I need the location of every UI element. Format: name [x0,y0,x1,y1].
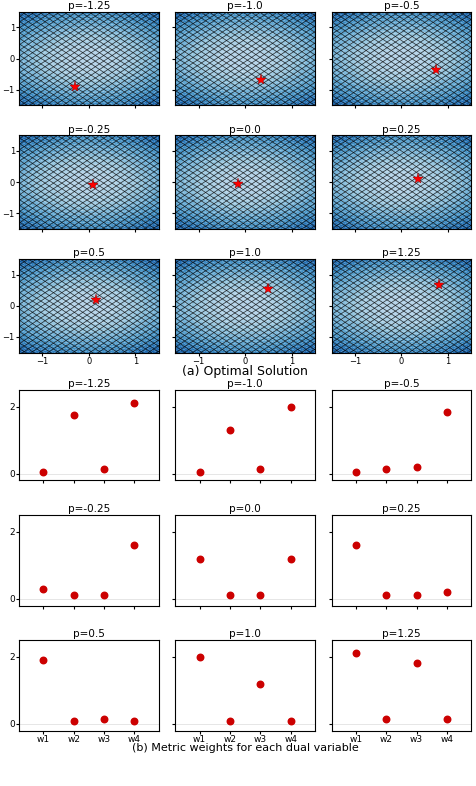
Point [226,590,234,602]
Title: p=0.0: p=0.0 [229,504,261,514]
Point [383,590,390,602]
Point [130,397,138,410]
Title: p=1.0: p=1.0 [229,248,261,258]
Point [257,462,264,475]
Point [257,678,264,690]
Point [40,654,47,667]
Point [130,714,138,727]
Title: p=0.25: p=0.25 [382,504,421,514]
Title: p=0.25: p=0.25 [382,125,421,134]
Point [196,466,203,479]
Point [383,462,390,475]
Point [40,582,47,595]
Point [443,713,451,725]
Point [413,461,420,473]
Text: (a) Optimal Solution: (a) Optimal Solution [182,365,308,378]
Point [70,714,78,727]
Point [196,553,203,565]
Title: p=-0.5: p=-0.5 [384,379,419,389]
Title: p=-0.25: p=-0.25 [68,504,110,514]
Point [257,590,264,602]
Point [352,647,360,659]
Title: p=0.0: p=0.0 [229,125,261,134]
Point [226,714,234,727]
Point [226,424,234,436]
Point [130,538,138,551]
Point [196,651,203,663]
Point [100,590,108,602]
Title: p=-0.25: p=-0.25 [68,125,110,134]
Title: p=1.25: p=1.25 [382,629,421,639]
Title: p=0.5: p=0.5 [73,629,105,639]
Point [100,462,108,475]
Title: p=0.5: p=0.5 [73,248,105,258]
Title: p=-1.25: p=-1.25 [68,379,110,389]
Point [352,538,360,551]
Point [287,400,295,413]
Point [287,714,295,727]
Title: p=-1.25: p=-1.25 [68,1,110,11]
Title: p=1.25: p=1.25 [382,248,421,258]
Text: (b) Metric weights for each dual variable: (b) Metric weights for each dual variabl… [132,744,358,753]
Title: p=1.0: p=1.0 [229,629,261,639]
Point [40,466,47,479]
Point [413,657,420,670]
Point [352,466,360,479]
Title: p=-1.0: p=-1.0 [228,379,263,389]
Point [443,406,451,418]
Point [383,713,390,725]
Point [287,553,295,565]
Title: p=-1.0: p=-1.0 [228,1,263,11]
Point [70,590,78,602]
Point [413,590,420,602]
Title: p=-0.5: p=-0.5 [384,1,419,11]
Point [443,586,451,598]
Point [70,409,78,421]
Point [100,713,108,725]
